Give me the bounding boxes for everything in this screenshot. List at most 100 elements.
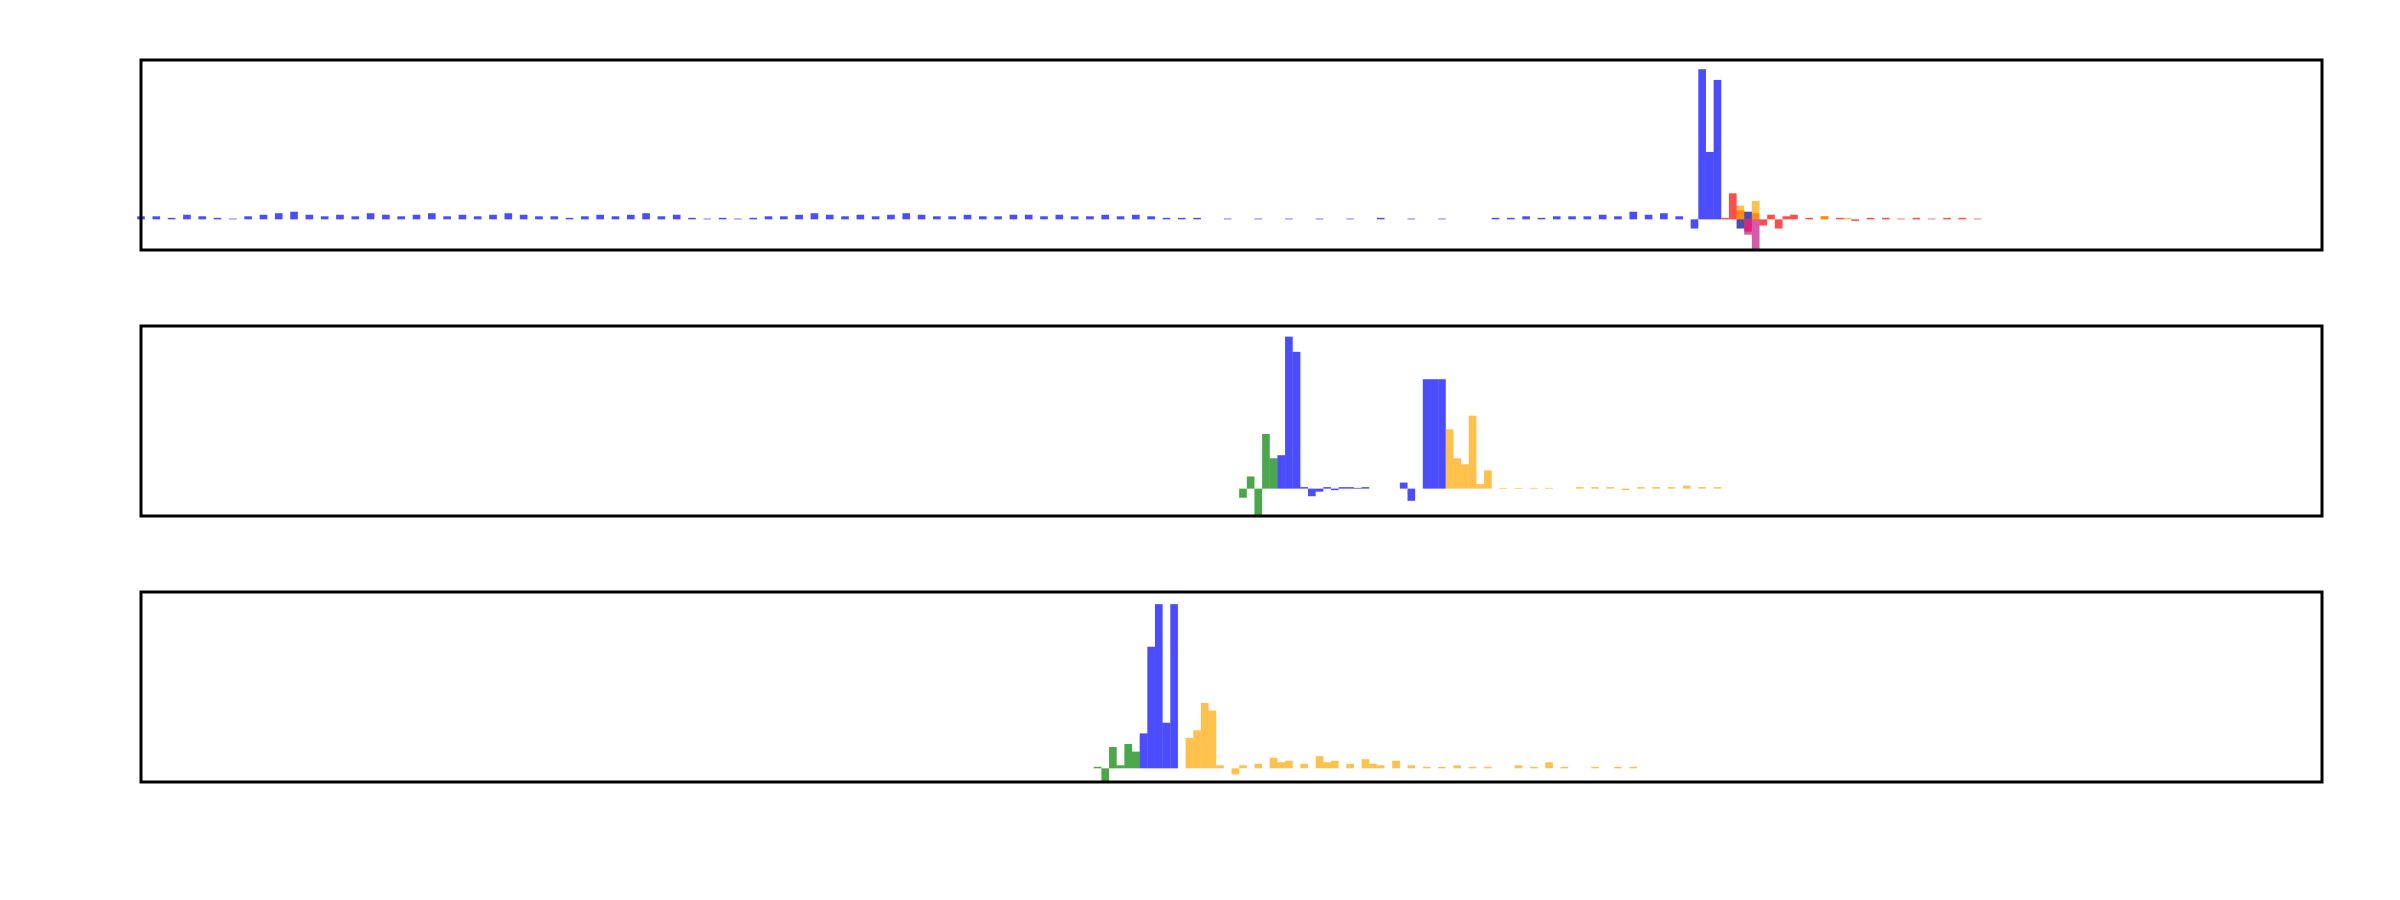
bar xyxy=(1667,487,1676,489)
bar xyxy=(1323,487,1331,489)
bar xyxy=(581,216,589,220)
bar xyxy=(871,216,880,220)
panel xyxy=(139,590,2324,784)
bar xyxy=(994,216,1002,220)
bar xyxy=(1621,488,1630,491)
bar xyxy=(1568,216,1576,220)
bar xyxy=(1346,763,1354,769)
bar xyxy=(229,218,237,220)
bar xyxy=(1438,766,1446,769)
bar xyxy=(764,216,773,220)
bar xyxy=(1024,214,1033,220)
bar xyxy=(1529,487,1538,489)
bar xyxy=(1262,433,1270,489)
bar xyxy=(1277,762,1286,769)
bar xyxy=(1453,458,1462,489)
bar xyxy=(672,214,681,220)
bar xyxy=(1139,733,1148,769)
bar xyxy=(1246,476,1255,489)
bar xyxy=(856,214,865,220)
bar xyxy=(1629,211,1638,220)
bar xyxy=(1591,487,1599,489)
bar xyxy=(1522,216,1530,220)
panel xyxy=(137,58,2324,252)
bar xyxy=(412,214,421,220)
bar xyxy=(1591,766,1599,769)
bar xyxy=(779,216,788,220)
bar xyxy=(1285,218,1293,220)
bar xyxy=(948,216,957,220)
bar xyxy=(1514,765,1523,769)
bar xyxy=(1438,218,1446,220)
bar xyxy=(320,216,329,220)
bar xyxy=(1744,211,1752,220)
bar xyxy=(642,213,650,220)
bar xyxy=(1683,485,1691,489)
bar xyxy=(1361,759,1370,769)
bar xyxy=(1086,216,1094,220)
bar xyxy=(1866,217,1875,220)
bar xyxy=(152,216,161,220)
bar xyxy=(1881,217,1890,220)
bar xyxy=(1468,766,1477,769)
bar xyxy=(1269,757,1278,769)
bar xyxy=(902,213,911,220)
bar xyxy=(1843,217,1852,220)
bar xyxy=(1652,487,1661,489)
bar xyxy=(1292,351,1301,489)
bar xyxy=(1912,217,1921,220)
bar xyxy=(535,216,543,220)
bar xyxy=(1162,217,1171,220)
panel-frame xyxy=(139,324,2324,518)
bar xyxy=(259,214,268,220)
bar xyxy=(1698,69,1706,220)
bar xyxy=(1323,762,1331,769)
bar xyxy=(1927,218,1936,220)
bar xyxy=(1330,760,1339,769)
bar xyxy=(1422,379,1431,489)
bar xyxy=(1705,151,1714,220)
bar xyxy=(596,214,604,220)
bar xyxy=(1851,219,1860,221)
bar xyxy=(1269,458,1278,489)
bar xyxy=(366,213,375,220)
bar xyxy=(1308,488,1316,497)
bar xyxy=(1453,765,1462,769)
bar xyxy=(183,214,191,220)
bar xyxy=(427,213,436,220)
bar xyxy=(1774,219,1783,229)
bar xyxy=(718,217,727,220)
bar xyxy=(1101,214,1110,220)
bar xyxy=(1315,488,1324,492)
bar xyxy=(1545,487,1553,489)
bar xyxy=(1430,379,1439,489)
bar xyxy=(1438,379,1446,489)
bar xyxy=(1170,604,1178,769)
bar xyxy=(703,218,712,220)
bar xyxy=(550,216,559,220)
bar xyxy=(1560,766,1569,769)
bar xyxy=(1132,214,1140,220)
bar xyxy=(1461,464,1469,489)
bar xyxy=(1751,219,1760,250)
bar xyxy=(1101,768,1110,782)
bar xyxy=(1537,217,1546,220)
bar xyxy=(917,214,926,220)
bar xyxy=(305,214,314,220)
bar xyxy=(1790,214,1798,220)
bar xyxy=(1285,336,1293,489)
bar xyxy=(1468,415,1477,489)
bar xyxy=(1782,216,1791,220)
bar xyxy=(1721,217,1729,220)
bar xyxy=(1239,765,1247,769)
bar xyxy=(519,214,528,220)
bar xyxy=(1116,216,1125,220)
bar xyxy=(1376,765,1385,769)
bar xyxy=(795,214,803,220)
bar xyxy=(1690,219,1699,229)
bar xyxy=(1177,217,1186,220)
bar xyxy=(1484,766,1492,769)
bar xyxy=(1713,487,1722,489)
bar xyxy=(565,217,574,220)
